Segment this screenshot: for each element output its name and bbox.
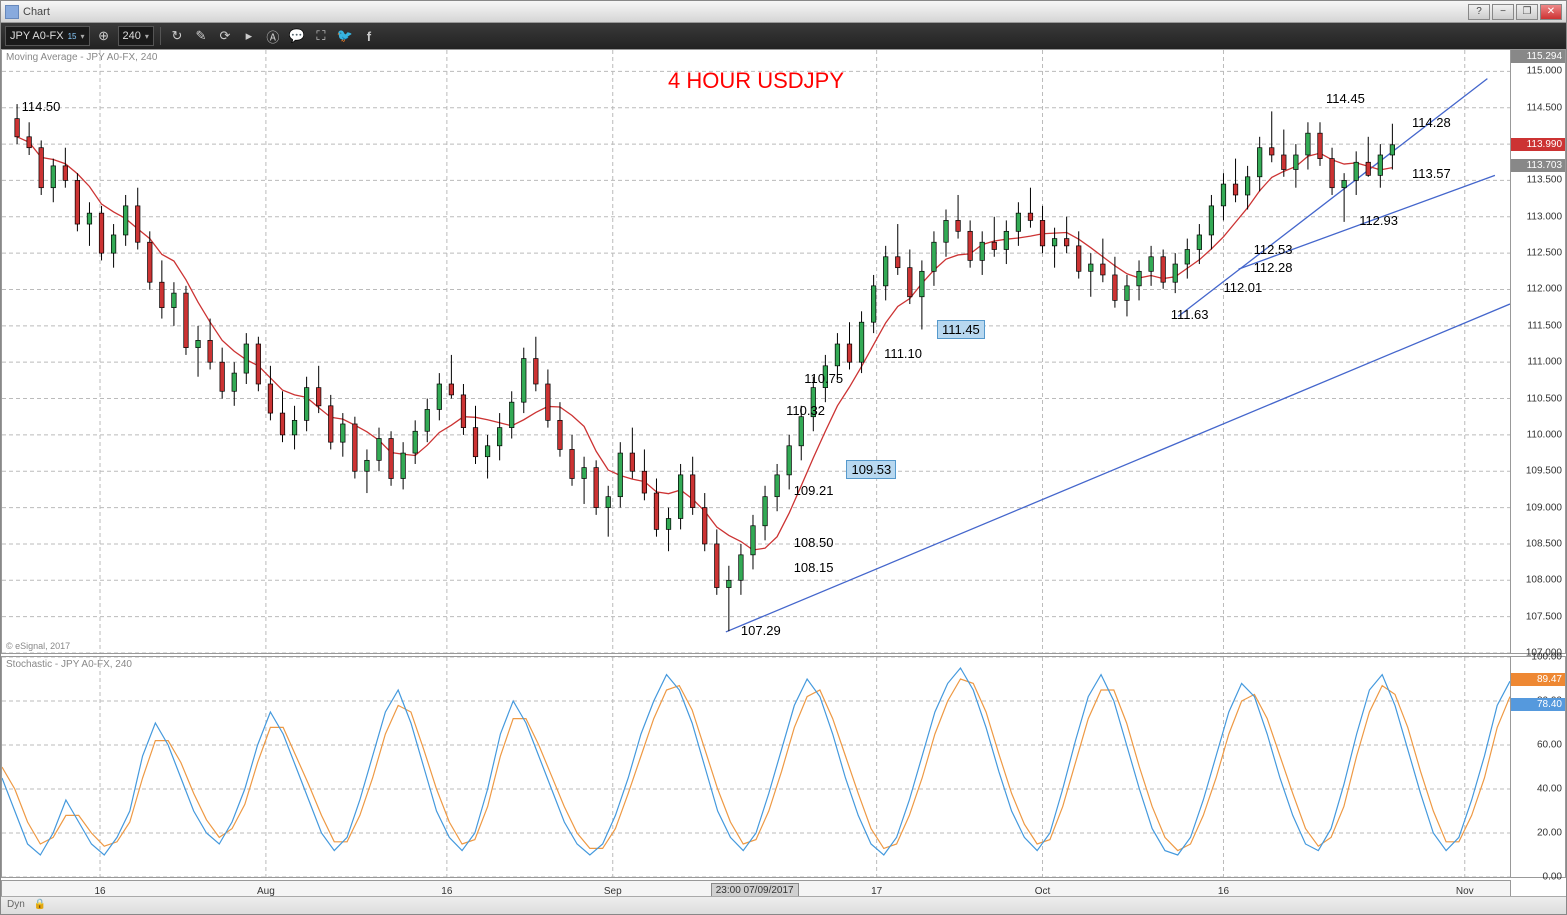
y-tick-label: 111.000 (1527, 357, 1562, 368)
y-tick-label: 114.500 (1527, 102, 1562, 113)
y-tick-label: 109.500 (1526, 466, 1562, 477)
price-annotation: 112.01 (1223, 280, 1262, 295)
close-button[interactable]: ✕ (1540, 4, 1562, 20)
chart-area: Moving Average - JPY A0-FX, 240 4 HOUR U… (1, 49, 1566, 914)
toolbar: JPY A0-FX 15 ⊕ 240 ↻ ✎ ⟳ ▸ Ⓐ 💬 ⛶ 🐦 f (1, 23, 1566, 49)
price-annotation: 111.63 (1171, 307, 1209, 322)
price-annotation: 114.45 (1326, 91, 1365, 106)
price-annotation: 110.32 (786, 403, 825, 418)
price-annotation: 112.93 (1359, 213, 1398, 228)
y-tick-label: 115.000 (1527, 66, 1562, 77)
status-text: Dyn (7, 899, 25, 910)
y-tick-label: 110.000 (1527, 429, 1562, 440)
current-price-marker: 113.990 (1511, 138, 1565, 151)
price-annotation: 107.29 (741, 623, 781, 638)
price-annotation: 113.57 (1412, 166, 1451, 181)
window-title: Chart (23, 6, 50, 18)
y-tick-label: 108.500 (1526, 538, 1562, 549)
y-tick-label: 112.000 (1527, 284, 1562, 295)
maximize-button[interactable]: ❐ (1516, 4, 1538, 20)
status-bar: Dyn 🔒 (1, 896, 1566, 914)
stoch-tick-label: 0.00 (1543, 872, 1562, 883)
y-tick-label: 109.000 (1526, 502, 1562, 513)
symbol-selector[interactable]: JPY A0-FX 15 (5, 26, 90, 46)
expand-icon[interactable]: ⛶ (311, 26, 331, 46)
stoch-tick-label: 40.00 (1537, 784, 1562, 795)
stoch-tick-label: 60.00 (1537, 740, 1562, 751)
price-annotation: 108.50 (794, 535, 834, 550)
y-tick-label: 111.500 (1527, 320, 1562, 331)
price-annotation: 114.50 (22, 99, 61, 114)
facebook-icon[interactable]: f (359, 26, 379, 46)
stoch-tick-label: 20.00 (1537, 828, 1562, 839)
separator (160, 27, 161, 45)
refresh-icon[interactable]: ↻ (167, 26, 187, 46)
stochastic-chart[interactable]: Stochastic - JPY A0-FX, 240 (1, 656, 1511, 878)
price-annotation: 111.45 (937, 320, 985, 339)
price-annotation: 111.10 (884, 346, 922, 361)
timeframe-selector[interactable]: 240 (118, 26, 154, 46)
timeframe-label: 240 (123, 30, 141, 42)
cycle-icon[interactable]: ⟳ (215, 26, 235, 46)
chart-icon (5, 5, 19, 19)
stochastic-axis: 0.0020.0040.0060.0080.00100.0089.4778.40 (1511, 656, 1566, 878)
y-tick-label: 113.500 (1527, 175, 1562, 186)
chat-icon[interactable]: 💬 (287, 26, 307, 46)
price-annotation: 110.75 (804, 371, 843, 386)
minimize-button[interactable]: − (1492, 4, 1514, 20)
price-annotation: 112.28 (1254, 260, 1293, 275)
twitter-icon[interactable]: 🐦 (335, 26, 355, 46)
current-price-marker: 113.703 (1511, 159, 1565, 172)
price-annotation: 109.53 (846, 460, 896, 479)
price-annotation: 112.53 (1254, 242, 1293, 257)
copyright-label: © eSignal, 2017 (6, 641, 70, 651)
symbol-sup: 15 (68, 32, 77, 41)
target-icon[interactable]: ⊕ (94, 26, 114, 46)
price-annotation: 108.15 (794, 560, 834, 575)
chart-title: 4 HOUR USDJPY (668, 68, 844, 94)
stoch-indicator-label: Stochastic - JPY A0-FX, 240 (6, 659, 132, 670)
a-circle-icon[interactable]: Ⓐ (263, 26, 283, 46)
main-chart-svg (2, 50, 1510, 653)
y-tick-label: 110.500 (1527, 393, 1562, 404)
titlebar: Chart ? − ❐ ✕ (1, 1, 1566, 23)
price-annotation: 109.21 (794, 483, 834, 498)
help-button[interactable]: ? (1468, 4, 1490, 20)
pencil-icon[interactable]: ✎ (191, 26, 211, 46)
y-tick-label: 113.000 (1527, 211, 1562, 222)
y-tick-label: 112.500 (1527, 248, 1562, 259)
price-annotation: 114.28 (1412, 115, 1451, 130)
stoch-current-marker: 78.40 (1511, 698, 1565, 711)
stoch-tick-label: 100.00 (1531, 652, 1562, 663)
ma-indicator-label: Moving Average - JPY A0-FX, 240 (6, 52, 157, 63)
main-price-chart[interactable]: Moving Average - JPY A0-FX, 240 4 HOUR U… (1, 49, 1511, 654)
stoch-chart-svg (2, 657, 1510, 877)
symbol-label: JPY A0-FX (10, 30, 64, 42)
price-axis: 115.294107.000107.500108.000108.500109.0… (1511, 49, 1566, 654)
y-tick-label: 107.500 (1526, 611, 1562, 622)
window-buttons: ? − ❐ ✕ (1468, 4, 1562, 20)
stoch-current-marker: 89.47 (1511, 673, 1565, 686)
y-tick-label: 108.000 (1526, 575, 1562, 586)
chart-window: Chart ? − ❐ ✕ JPY A0-FX 15 ⊕ 240 ↻ ✎ ⟳ ▸ … (0, 0, 1567, 915)
play-icon[interactable]: ▸ (239, 26, 259, 46)
